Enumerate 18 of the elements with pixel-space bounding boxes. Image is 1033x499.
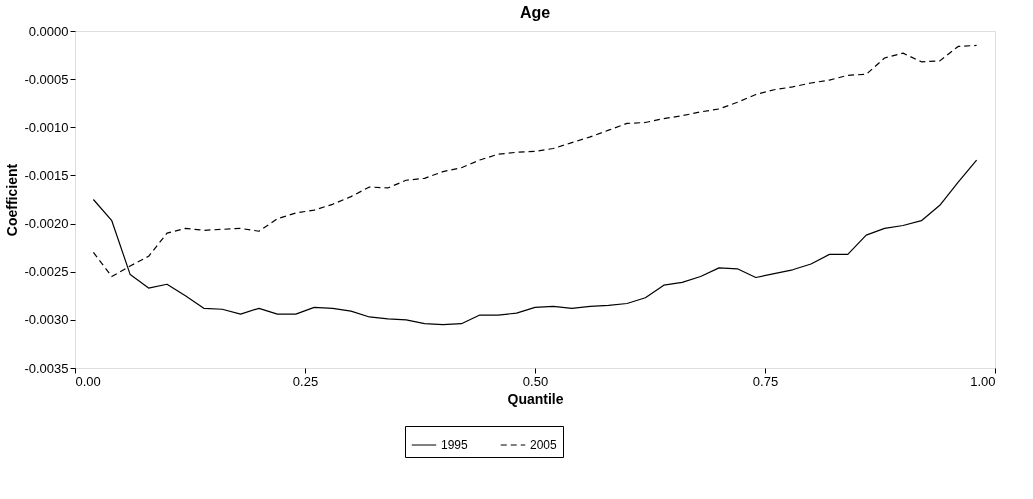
y-tick-label: -0.0020 [24,216,69,232]
y-tick-label: -0.0025 [24,264,69,280]
y-tick-label: -0.0010 [24,119,69,135]
y-tick-label: -0.0015 [24,167,69,183]
legend-label: 2005 [530,438,558,452]
x-tick-label: 0.50 [522,373,549,389]
x-tick-label: 0.00 [75,373,101,389]
legend-label: 1995 [441,438,469,452]
y-tick-label: -0.0030 [24,312,69,328]
y-tick-label: -0.0035 [24,360,69,376]
x-tick-label: 0.25 [292,373,319,389]
x-tick-label: 1.00 [970,373,996,389]
y-axis-title: Coefficient [4,163,21,237]
x-axis-title: Quantile [507,390,564,407]
chart-title: Age [519,4,551,21]
y-tick-label: -0.0005 [24,71,69,87]
x-tick-label: 0.75 [752,373,779,389]
y-tick-label: 0.0000 [28,23,69,39]
